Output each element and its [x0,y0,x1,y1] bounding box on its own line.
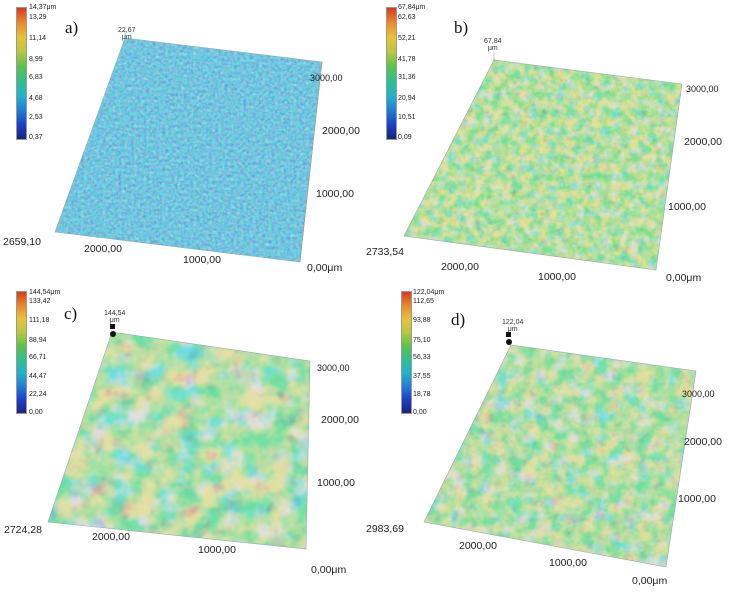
axis-x-far-d: 2983,69 [366,523,404,535]
peak-number-a: 22,67 [118,27,136,34]
peak-number-d: 122,04 [502,319,524,326]
colorbar-tick-a-1: 11,14 [29,35,46,42]
peak-value-c: 144,54 μm [104,310,125,325]
surface-plot-b [403,52,683,271]
axis-x-mid2-c: 2000,00 [92,531,130,543]
surface-plot-c [47,331,311,550]
colorbar-tick-b-2: 41,78 [398,56,416,63]
axis-y-far-a: 3000,00 [310,73,343,83]
colorbar-tick-a-5: 2,53 [29,114,43,121]
colorbar-a [16,7,27,140]
axis-x-mid1-c: 1000,00 [198,544,236,556]
colorbar-tick-d-6: 0,00 [413,409,427,416]
colorbar-tick-c-2: 88,94 [29,337,47,344]
axis-x-mid2-a: 2000,00 [84,243,122,255]
axis-y-mid2-d: 2000,00 [684,436,722,448]
panel-letter-a: a) [65,18,79,37]
axis-y-far-b: 3000,00 [686,84,719,94]
colorbar-tick-a-3: 6,83 [29,74,43,81]
colorbar-tick-a-2: 8,99 [29,56,43,63]
axis-y-mid1-c: 1000,00 [317,477,355,489]
axis-y-mid2-b: 2000,00 [684,136,722,148]
colorbar-max-a: 14,37μm [29,4,57,11]
axis-x-far-c: 2724,28 [4,524,42,536]
surface-plot-a [54,30,323,263]
axis-x-far-a: 2659,10 [3,236,41,248]
peak-unit-d: μm [507,326,518,334]
axis-y-mid1-b: 1000,00 [668,201,706,213]
panel-letter-d: d) [451,310,466,329]
surface-panel-d: 122,04μm 112,65 93,88 75,10 56,33 37,55 … [366,289,731,593]
colorbar-c [16,291,27,414]
peak-number-b: 67,84 [484,38,502,45]
surface-panel-c: 144,54μm 133,42 111,18 88,94 66,71 44,47… [0,289,365,593]
peak-marker-d [506,332,511,337]
colorbar-b [386,7,397,140]
colorbar-max-b: 67,84μm [398,4,426,11]
peak-value-a: 22,67 μm [118,27,136,42]
colorbar-tick-b-3: 31,36 [398,74,416,81]
colorbar-tick-b-5: 10,51 [398,114,416,121]
panel-letter-c: c) [64,304,78,323]
colorbar-tick-d-2: 75,10 [413,337,431,344]
axis-x-mid1-b: 1000,00 [538,271,576,283]
axis-y-mid2-a: 2000,00 [322,125,360,137]
colorbar-tick-c-4: 44,47 [29,373,47,380]
colorbar-tick-a-6: 0,37 [29,134,43,141]
peak-dot-d [506,339,512,345]
colorbar-d [401,291,412,414]
axis-y-far-c: 3000,00 [317,363,350,373]
axis-origin-b: 0,00μm [666,272,702,284]
colorbar-tick-a-0: 13,29 [29,14,47,21]
colorbar-tick-c-3: 66,71 [29,354,47,361]
peak-unit-a: μm [121,34,132,42]
axis-origin-c: 0,00μm [311,564,347,576]
surface-plot-d [423,344,697,568]
peak-value-b: 67,84 μm [484,38,502,53]
axis-origin-a: 0,00μm [307,262,343,274]
colorbar-tick-d-0: 112,65 [413,298,434,305]
peak-unit-b: μm [487,45,498,53]
axis-y-far-d: 3000,00 [682,389,715,399]
panel-letter-b: b) [454,18,469,37]
peak-dot-c [110,331,116,337]
axis-y-mid1-a: 1000,00 [316,188,354,200]
axis-x-mid2-b: 2000,00 [441,261,479,273]
colorbar-tick-b-6: 0,09 [398,134,412,141]
axis-x-mid1-a: 1000,00 [183,254,221,266]
colorbar-tick-b-1: 52,21 [398,35,416,42]
colorbar-tick-d-4: 37,55 [413,373,431,380]
colorbar-tick-b-0: 62,63 [398,14,416,21]
colorbar-tick-c-6: 0,00 [29,409,43,416]
colorbar-tick-d-5: 18,78 [413,391,431,398]
axis-y-mid2-c: 2000,00 [321,414,359,426]
peak-number-c: 144,54 [104,310,126,317]
axis-x-mid2-d: 2000,00 [459,540,497,552]
peak-marker-c [110,324,115,329]
axis-x-far-b: 2733,54 [366,246,404,258]
axis-y-mid1-d: 1000,00 [678,493,716,505]
colorbar-tick-c-1: 111,18 [29,317,50,324]
colorbar-tick-a-4: 4,68 [29,95,43,102]
surface-panel-a: 14,37μm 13,29 11,14 8,99 6,83 4,68 2,53 … [0,0,365,296]
axis-x-mid1-d: 1000,00 [549,557,587,569]
peak-unit-c: μm [109,317,120,325]
colorbar-max-d: 122,04μm [413,289,445,296]
colorbar-tick-c-5: 22,24 [29,391,47,398]
axis-origin-d: 0,00μm [632,575,668,587]
colorbar-tick-c-0: 133,42 [29,298,51,305]
colorbar-tick-d-3: 56,33 [413,354,431,361]
surface-panel-b: 67,84μm 62,63 52,21 41,78 31,36 20,94 10… [366,0,731,296]
colorbar-tick-b-4: 20,94 [398,95,416,102]
colorbar-max-c: 144,54μm [29,289,61,296]
peak-value-d: 122,04 μm [502,319,523,334]
colorbar-tick-d-1: 93,88 [413,317,431,324]
